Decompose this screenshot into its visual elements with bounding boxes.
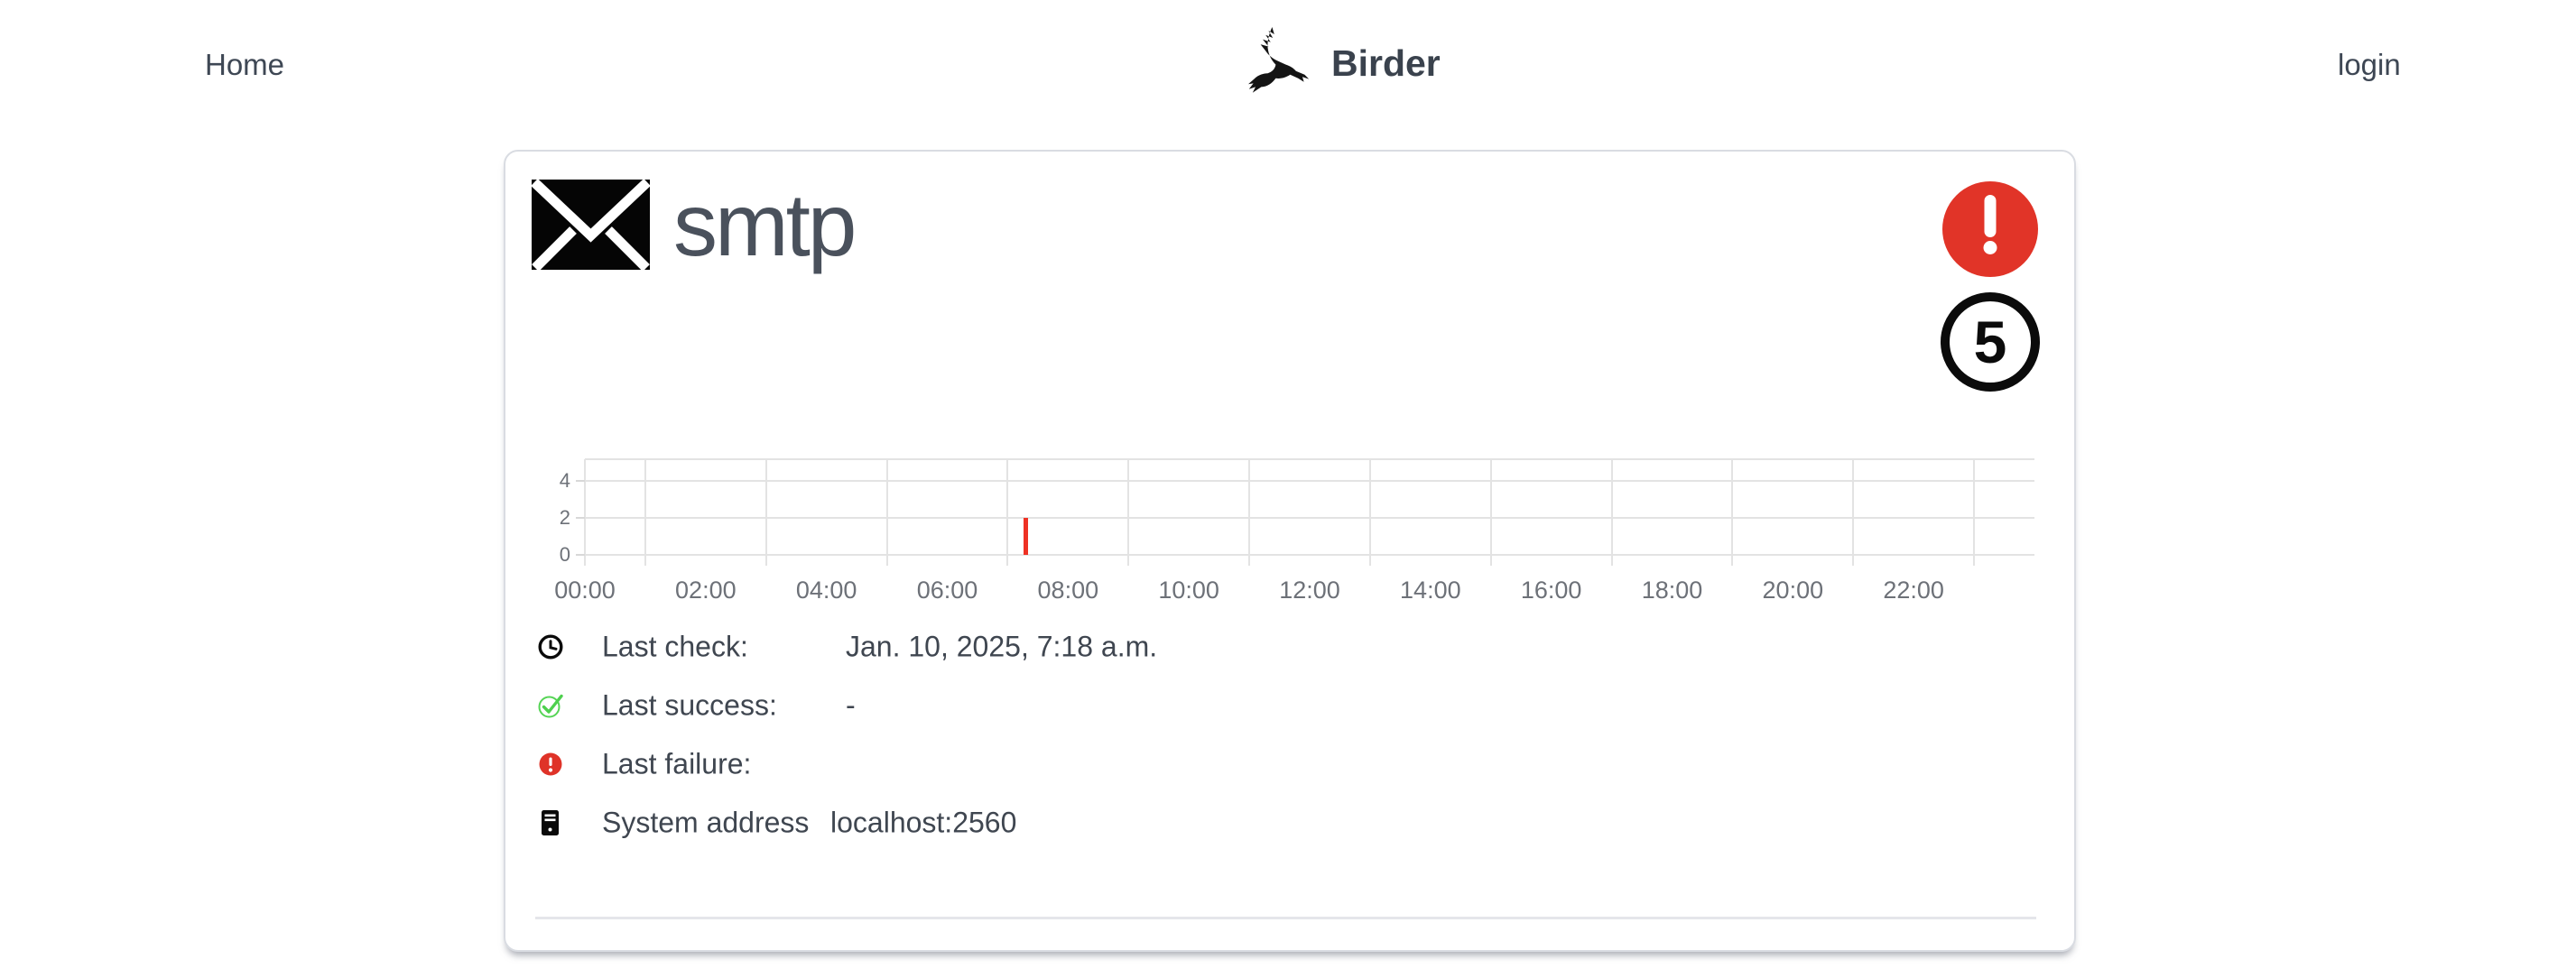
envelope-icon	[532, 180, 650, 270]
retry-count-value: 5	[1973, 309, 2007, 375]
info-rows: Last check: Jan. 10, 2025, 7:18 a.m. Las…	[537, 617, 1349, 852]
bird-logo-icon	[1248, 27, 1310, 93]
alert-circle-icon	[537, 751, 564, 778]
check-circle-icon	[537, 692, 564, 719]
info-row-system-address: System address localhost:2560	[537, 793, 1349, 852]
login-link[interactable]: login	[2338, 48, 2401, 81]
alert-icon	[1942, 181, 2038, 277]
info-label: Last check:	[602, 630, 748, 662]
card-header: smtp	[532, 175, 857, 274]
info-value: Jan. 10, 2025, 7:18 a.m.	[846, 630, 1158, 662]
info-row-last-success: Last success: -	[537, 676, 1349, 734]
chart-plot: 0 2 4 00:00 02:00 04:00 06:00 08:00 10:00 12:00 14…	[554, 458, 2034, 604]
server-icon	[537, 809, 564, 836]
brand-name: Birder	[1331, 42, 1441, 84]
info-row-last-failure: Last failure:	[537, 734, 1349, 793]
monitor-title: smtp	[673, 175, 857, 274]
status-error-badge	[1942, 181, 2038, 277]
divider	[535, 917, 2036, 919]
brand[interactable]: Birder	[1248, 25, 1441, 101]
info-label: Last success:	[602, 688, 777, 721]
clock-icon	[537, 633, 564, 660]
retry-count-badge: 5	[1941, 292, 2040, 392]
home-link[interactable]: Home	[205, 48, 285, 81]
info-label: Last failure:	[602, 747, 752, 780]
info-label: System address	[602, 806, 810, 838]
info-value: -	[846, 688, 856, 721]
monitor-card: smtp 5 0 2 4 00:00 02:00 04:00 06:00 08:00 10:00…	[504, 150, 2076, 952]
info-value: localhost:2560	[830, 806, 1017, 838]
info-row-last-check: Last check: Jan. 10, 2025, 7:18 a.m.	[537, 617, 1349, 676]
